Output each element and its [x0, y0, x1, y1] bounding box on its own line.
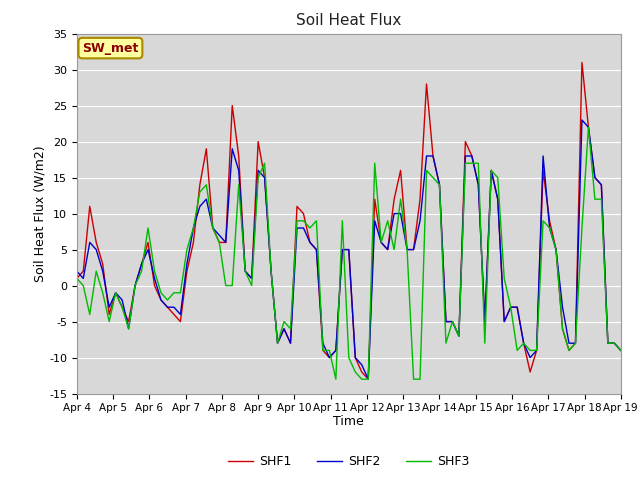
SHF1 [364, 376, 372, 382]
Title: Soil Heat Flux: Soil Heat Flux [296, 13, 401, 28]
SHF2 [235, 168, 243, 173]
SHF3 [332, 376, 340, 382]
SHF1 [73, 276, 81, 281]
SHF1 [241, 268, 249, 274]
SHF2 [598, 182, 605, 188]
SHF2 [73, 268, 81, 274]
SHF1 [260, 175, 268, 180]
Text: SW_met: SW_met [82, 42, 139, 55]
SHF3 [235, 182, 243, 188]
SHF1 [235, 153, 243, 159]
SHF2 [345, 247, 353, 252]
SHF1 [345, 247, 353, 252]
SHF2 [617, 348, 625, 353]
Line: SHF1: SHF1 [77, 62, 621, 379]
X-axis label: Time: Time [333, 415, 364, 428]
SHF3 [351, 369, 359, 375]
SHF3 [241, 268, 249, 274]
SHF3 [73, 276, 81, 281]
SHF3 [617, 348, 625, 353]
SHF2 [164, 304, 172, 310]
SHF2 [578, 117, 586, 123]
SHF3 [164, 297, 172, 303]
Line: SHF3: SHF3 [77, 127, 621, 379]
Y-axis label: Soil Heat Flux (W/m2): Soil Heat Flux (W/m2) [33, 145, 46, 282]
Line: SHF2: SHF2 [77, 120, 621, 379]
Legend: SHF1, SHF2, SHF3: SHF1, SHF2, SHF3 [223, 450, 474, 473]
SHF1 [578, 60, 586, 65]
SHF2 [260, 175, 268, 180]
SHF1 [617, 348, 625, 353]
SHF3 [598, 196, 605, 202]
SHF3 [260, 160, 268, 166]
SHF3 [584, 124, 592, 130]
SHF1 [598, 182, 605, 188]
SHF2 [241, 268, 249, 274]
SHF1 [164, 304, 172, 310]
SHF2 [364, 376, 372, 382]
